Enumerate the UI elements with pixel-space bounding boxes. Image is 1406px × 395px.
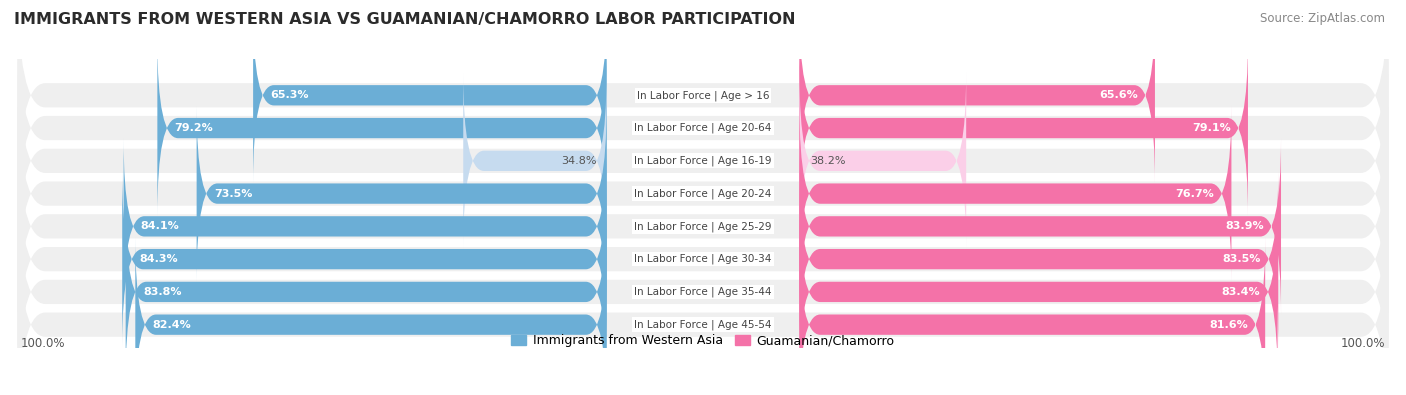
Text: In Labor Force | Age 45-54: In Labor Force | Age 45-54: [634, 320, 772, 330]
Text: 65.3%: 65.3%: [270, 90, 309, 100]
Text: 65.6%: 65.6%: [1099, 90, 1137, 100]
FancyBboxPatch shape: [197, 105, 606, 282]
FancyBboxPatch shape: [800, 40, 1249, 216]
FancyBboxPatch shape: [157, 40, 606, 216]
FancyBboxPatch shape: [135, 237, 606, 395]
FancyBboxPatch shape: [124, 138, 606, 314]
Text: 84.1%: 84.1%: [141, 221, 180, 231]
FancyBboxPatch shape: [17, 42, 1389, 280]
Text: 79.1%: 79.1%: [1192, 123, 1230, 133]
Legend: Immigrants from Western Asia, Guamanian/Chamorro: Immigrants from Western Asia, Guamanian/…: [512, 334, 894, 347]
Text: In Labor Force | Age > 16: In Labor Force | Age > 16: [637, 90, 769, 101]
Text: In Labor Force | Age 16-19: In Labor Force | Age 16-19: [634, 156, 772, 166]
FancyBboxPatch shape: [800, 73, 966, 249]
Text: 83.9%: 83.9%: [1225, 221, 1264, 231]
FancyBboxPatch shape: [17, 173, 1389, 395]
FancyBboxPatch shape: [463, 73, 606, 249]
Text: In Labor Force | Age 20-64: In Labor Force | Age 20-64: [634, 123, 772, 133]
FancyBboxPatch shape: [17, 75, 1389, 312]
Text: Source: ZipAtlas.com: Source: ZipAtlas.com: [1260, 12, 1385, 25]
FancyBboxPatch shape: [125, 204, 606, 380]
FancyBboxPatch shape: [800, 237, 1265, 395]
Text: 83.5%: 83.5%: [1223, 254, 1261, 264]
Text: In Labor Force | Age 20-24: In Labor Force | Age 20-24: [634, 188, 772, 199]
FancyBboxPatch shape: [800, 204, 1278, 380]
Text: In Labor Force | Age 25-29: In Labor Force | Age 25-29: [634, 221, 772, 231]
Text: 81.6%: 81.6%: [1209, 320, 1249, 330]
Text: 84.3%: 84.3%: [139, 254, 179, 264]
FancyBboxPatch shape: [17, 9, 1389, 247]
FancyBboxPatch shape: [800, 105, 1232, 282]
FancyBboxPatch shape: [800, 138, 1281, 314]
FancyBboxPatch shape: [800, 171, 1278, 347]
FancyBboxPatch shape: [122, 171, 606, 347]
FancyBboxPatch shape: [17, 0, 1389, 214]
Text: 34.8%: 34.8%: [561, 156, 596, 166]
FancyBboxPatch shape: [17, 107, 1389, 345]
Text: 38.2%: 38.2%: [810, 156, 845, 166]
Text: 100.0%: 100.0%: [1340, 337, 1385, 350]
Text: 76.7%: 76.7%: [1175, 188, 1215, 199]
Text: 73.5%: 73.5%: [214, 188, 252, 199]
Text: 82.4%: 82.4%: [152, 320, 191, 330]
FancyBboxPatch shape: [17, 206, 1389, 395]
FancyBboxPatch shape: [17, 140, 1389, 378]
Text: 79.2%: 79.2%: [174, 123, 214, 133]
Text: 100.0%: 100.0%: [21, 337, 66, 350]
Text: In Labor Force | Age 30-34: In Labor Force | Age 30-34: [634, 254, 772, 264]
Text: IMMIGRANTS FROM WESTERN ASIA VS GUAMANIAN/CHAMORRO LABOR PARTICIPATION: IMMIGRANTS FROM WESTERN ASIA VS GUAMANIA…: [14, 12, 796, 27]
Text: In Labor Force | Age 35-44: In Labor Force | Age 35-44: [634, 287, 772, 297]
FancyBboxPatch shape: [253, 7, 606, 183]
Text: 83.4%: 83.4%: [1222, 287, 1260, 297]
Text: 83.8%: 83.8%: [143, 287, 181, 297]
FancyBboxPatch shape: [800, 7, 1154, 183]
